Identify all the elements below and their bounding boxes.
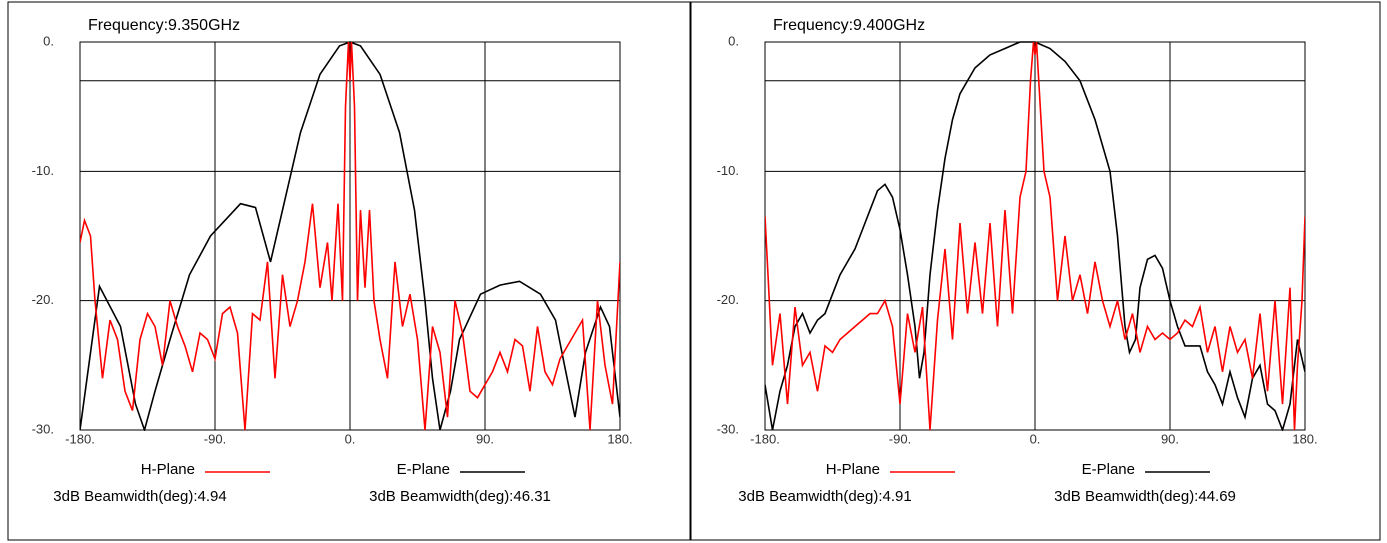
panel-frame — [7, 1, 691, 541]
x-tick-label: 90. — [1161, 431, 1179, 446]
series-line — [765, 41, 1305, 431]
x-tick-label: -90. — [889, 431, 911, 446]
panel: Frequency:9.350GHz 0. -10. -20. -30. -180. -90… — [32, 17, 633, 505]
y-tick-label: -30. — [717, 421, 739, 436]
chart-title: Frequency:9.350GHz — [88, 17, 240, 34]
legend-label: H-Plane — [141, 461, 195, 478]
legend-label: H-Plane — [826, 461, 880, 478]
annotation: 3dB Beamwidth(deg):44.69 — [1054, 488, 1236, 505]
y-tick-label: -20. — [32, 292, 54, 307]
x-tick-label: 90. — [476, 431, 494, 446]
y-tick-label: -10. — [32, 163, 54, 178]
panel-frame — [690, 1, 1381, 541]
y-tick-label: -30. — [32, 421, 54, 436]
x-tick-label: 0. — [345, 431, 356, 446]
legend-label: E-Plane — [1082, 461, 1135, 478]
y-tick-label: -10. — [717, 163, 739, 178]
x-tick-label: 0. — [1030, 431, 1041, 446]
y-tick-label: -20. — [717, 292, 739, 307]
annotation: 3dB Beamwidth(deg):46.31 — [369, 488, 551, 505]
x-tick-label: 180. — [1292, 431, 1317, 446]
chart-title: Frequency:9.400GHz — [773, 17, 925, 34]
series-line — [80, 41, 620, 431]
x-tick-label: -180. — [750, 431, 780, 446]
x-tick-label: -180. — [65, 431, 95, 446]
y-tick-label: 0. — [43, 33, 54, 48]
panel: Frequency:9.400GHz 0. -10. -20. -30. -180. -90… — [717, 17, 1318, 505]
series-line — [765, 41, 1305, 431]
y-tick-label: 0. — [728, 33, 739, 48]
annotation: 3dB Beamwidth(deg):4.91 — [738, 488, 911, 505]
legend-label: E-Plane — [397, 461, 450, 478]
x-tick-label: 180. — [607, 431, 632, 446]
x-tick-label: -90. — [204, 431, 226, 446]
annotation: 3dB Beamwidth(deg):4.94 — [53, 488, 226, 505]
series-line — [80, 41, 620, 431]
